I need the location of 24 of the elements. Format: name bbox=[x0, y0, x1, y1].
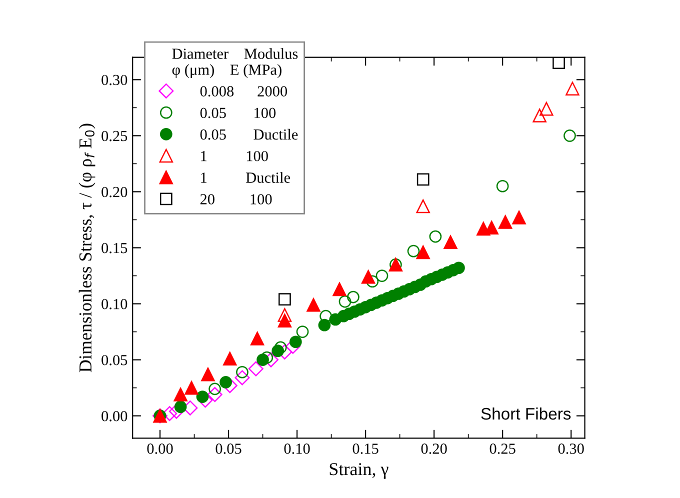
legend-label: 0.05 100 bbox=[200, 108, 276, 118]
x-tick-label: 0.10 bbox=[284, 444, 310, 454]
x-tick-label: 0.00 bbox=[147, 444, 173, 454]
y-tick-label: 0.15 bbox=[102, 242, 128, 254]
y-axis-title: Dimensionless Stress, τ / (φ ρ$_{f}$ E$_{0}$) bbox=[78, 124, 96, 372]
legend-title: Diameter Modulus φ (μm) E (MPa) bbox=[172, 48, 298, 78]
y-tick-label: 0.05 bbox=[102, 354, 128, 366]
x-axis-title: Strain, γ bbox=[330, 463, 388, 479]
x-tick-label: 0.20 bbox=[421, 444, 447, 454]
y-tick-label: 0.10 bbox=[102, 298, 128, 310]
y-tick-label: 0.20 bbox=[102, 186, 128, 198]
x-tick-label: 0.30 bbox=[558, 444, 584, 454]
legend-label: 1 100 bbox=[201, 150, 268, 162]
legend-label: 0.05 Ductile bbox=[200, 128, 298, 140]
legend-label: 20 100 bbox=[200, 194, 272, 204]
y-tick-label: 0.00 bbox=[102, 410, 128, 422]
x-tick-label: 0.15 bbox=[352, 444, 378, 454]
x-tick-label: 0.25 bbox=[490, 444, 516, 454]
legend-label: 0.008 2000 bbox=[200, 86, 288, 97]
y-tick-label: 0.30 bbox=[102, 74, 128, 86]
annotation: Short Fibers bbox=[481, 407, 571, 420]
legend-label: 1 Ductile bbox=[201, 172, 290, 183]
y-tick-label: 0.25 bbox=[102, 130, 128, 142]
x-tick-label: 0.05 bbox=[216, 444, 242, 454]
